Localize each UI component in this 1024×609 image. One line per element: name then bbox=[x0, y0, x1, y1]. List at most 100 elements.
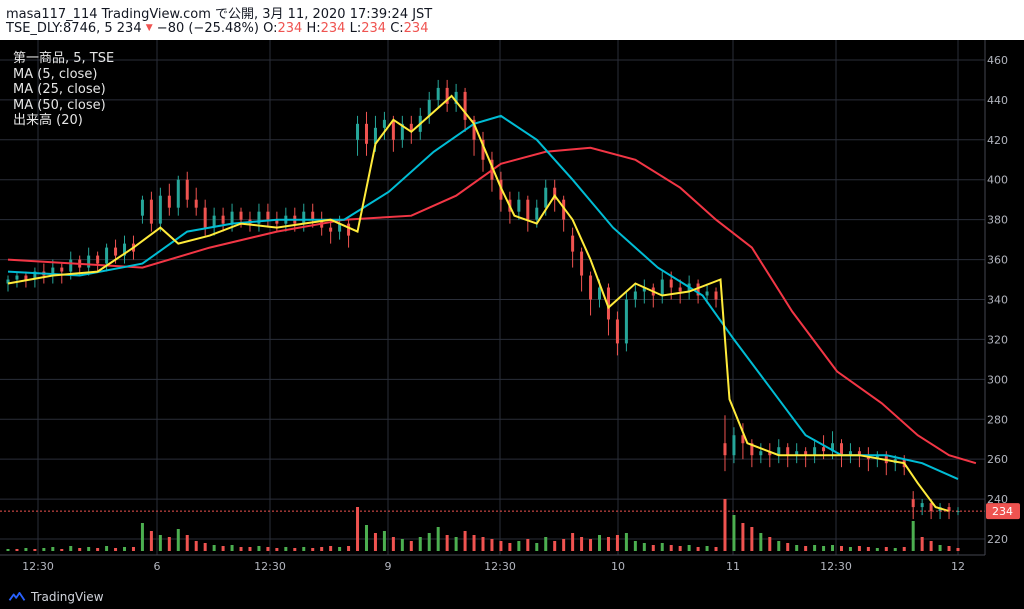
legend-volume[interactable]: 出来高 (20) bbox=[13, 113, 83, 128]
volume-bar bbox=[15, 549, 19, 551]
last-price-tag-bg bbox=[986, 503, 1020, 520]
candle-body bbox=[311, 211, 315, 220]
volume-bar bbox=[436, 527, 440, 551]
candle-body bbox=[382, 119, 386, 128]
volume-bar bbox=[338, 547, 342, 551]
candle-body bbox=[705, 291, 709, 296]
time-tick-label: 12:30 bbox=[820, 560, 852, 573]
legend-ma5[interactable]: MA (5, close) bbox=[13, 66, 98, 82]
volume-bar bbox=[651, 545, 655, 551]
volume-bar bbox=[221, 546, 225, 551]
volume-bar bbox=[956, 548, 960, 551]
volume-bars bbox=[6, 499, 960, 551]
volume-bar bbox=[804, 546, 808, 551]
volume-bar bbox=[795, 545, 799, 551]
candle-body bbox=[400, 123, 404, 140]
legend-ma50[interactable]: MA (50, close) bbox=[13, 97, 106, 113]
candle-body bbox=[526, 199, 530, 220]
candle-body bbox=[123, 243, 127, 256]
candle-body bbox=[275, 219, 279, 224]
low-label: L: bbox=[349, 21, 362, 36]
candle-body bbox=[642, 287, 646, 292]
volume-bar bbox=[777, 541, 781, 551]
volume-bar bbox=[382, 531, 386, 551]
candle-body bbox=[463, 91, 467, 120]
candle-body bbox=[804, 451, 808, 456]
time-tick-label: 11 bbox=[726, 560, 740, 573]
volume-bar bbox=[884, 547, 888, 551]
candle-body bbox=[848, 451, 852, 456]
candle-body bbox=[795, 451, 799, 456]
volume-bar bbox=[481, 537, 485, 551]
candle-body bbox=[329, 227, 333, 232]
volume-bar bbox=[248, 547, 252, 551]
candle-body bbox=[472, 119, 476, 140]
volume-bar bbox=[42, 548, 46, 551]
volume-bar bbox=[920, 537, 924, 551]
legend-ma25[interactable]: MA (25, close) bbox=[13, 82, 106, 97]
candle-body bbox=[580, 251, 584, 276]
legend-symbol[interactable]: 第一商品, 5, TSE bbox=[13, 51, 115, 66]
volume-bar bbox=[167, 537, 171, 551]
chart-header: masa117_114 TradingView.com で公開, 3月 11, … bbox=[0, 0, 1024, 40]
low-value: 234 bbox=[361, 21, 387, 36]
volume-bar bbox=[822, 546, 826, 551]
volume-bar bbox=[356, 507, 360, 551]
candle-body bbox=[857, 451, 861, 456]
ma25-line bbox=[7, 114, 959, 481]
chart-footer: TradingView bbox=[0, 583, 1024, 609]
volume-bar bbox=[6, 549, 10, 551]
volume-bar bbox=[553, 541, 557, 551]
volume-bar bbox=[544, 537, 548, 551]
volume-bar bbox=[678, 546, 682, 551]
volume-bar bbox=[813, 545, 817, 551]
candle-body bbox=[167, 195, 171, 208]
candle-body bbox=[391, 119, 395, 140]
candle-body bbox=[185, 179, 189, 200]
candle-body bbox=[338, 223, 342, 232]
candle-body bbox=[786, 447, 790, 456]
price-axis: 220 240 260 280 300 320 340 360 380 400 420 440 460 bbox=[984, 40, 1008, 555]
candle-body bbox=[911, 499, 915, 508]
candle-body bbox=[875, 455, 879, 460]
open-value: 234 bbox=[277, 21, 303, 36]
candle-body bbox=[60, 267, 64, 272]
candle-body bbox=[176, 179, 180, 208]
candle-body bbox=[257, 211, 261, 224]
candle-body bbox=[69, 259, 73, 272]
brand-logo[interactable]: TradingView bbox=[8, 590, 104, 604]
price-tick-label: 300 bbox=[987, 373, 1008, 386]
volume-bar bbox=[660, 543, 664, 551]
volume-bar bbox=[454, 537, 458, 551]
price-tick-label: 380 bbox=[987, 214, 1008, 227]
volume-bar bbox=[839, 546, 843, 551]
candle-body bbox=[741, 435, 745, 444]
price-change: −80 (−25.48%) bbox=[156, 21, 259, 36]
volume-bar bbox=[418, 537, 422, 551]
volume-bar bbox=[911, 521, 915, 551]
volume-bar bbox=[624, 533, 628, 551]
candle-body bbox=[212, 215, 216, 228]
candle-body bbox=[15, 275, 19, 280]
price-tick-label: 360 bbox=[987, 254, 1008, 267]
volume-bar bbox=[320, 547, 324, 551]
candle-body bbox=[105, 247, 109, 264]
volume-bar bbox=[158, 535, 162, 551]
volume-bar bbox=[400, 539, 404, 551]
volume-bar bbox=[284, 547, 288, 551]
volume-bar bbox=[929, 541, 933, 551]
candle-body bbox=[723, 443, 727, 456]
candle-body bbox=[221, 215, 225, 224]
candle-body bbox=[831, 443, 835, 452]
candle-body bbox=[562, 199, 566, 220]
time-tick-label: 6 bbox=[154, 560, 161, 573]
volume-bar bbox=[669, 545, 673, 551]
symbol-label: TSE_DLY:8746, 5 234 bbox=[6, 21, 142, 36]
candle-body bbox=[33, 271, 37, 280]
price-chart[interactable]: 220240260280300320340360380400420440460 … bbox=[0, 40, 1024, 583]
close-value: 234 bbox=[403, 21, 429, 36]
candle-body bbox=[633, 291, 637, 300]
volume-bar bbox=[938, 545, 942, 551]
volume-bar bbox=[114, 548, 118, 551]
candle-body bbox=[517, 199, 521, 212]
